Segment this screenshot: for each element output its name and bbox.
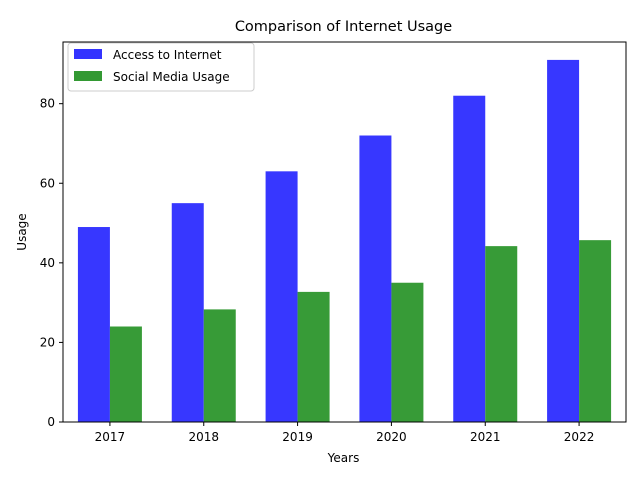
x-tick-label: 2017 [95, 430, 126, 444]
x-tick-label: 2022 [564, 430, 595, 444]
bar-social-media-usage-2020 [391, 282, 424, 422]
chart-title: Comparison of Internet Usage [235, 19, 452, 35]
x-axis-label: Years [327, 451, 360, 465]
x-tick-label: 2021 [470, 430, 501, 444]
y-tick-label: 60 [40, 176, 55, 190]
bar-access-to-internet-2021 [453, 95, 486, 422]
plot-frame [62, 41, 627, 423]
y-tick-label: 40 [40, 256, 55, 270]
y-axis-label: Usage [15, 213, 29, 250]
legend-swatch [74, 71, 102, 81]
legend-box [67, 42, 255, 92]
bar-access-to-internet-2022 [547, 59, 580, 422]
x-tick-label: 2018 [188, 430, 219, 444]
legend-label: Social Media Usage [113, 70, 230, 84]
bar-social-media-usage-2017 [109, 326, 142, 422]
bar-social-media-usage-2018 [203, 309, 236, 422]
bar-social-media-usage-2021 [485, 246, 518, 422]
axes-layer: 2017 2018 2019 2020 2021 2022 0 20 40 60 80 [40, 41, 627, 444]
legend: Access to Internet Social Media Usage [67, 42, 255, 92]
legend-swatch [74, 49, 102, 59]
y-tick-label: 80 [40, 97, 55, 111]
x-tick-label: 2020 [376, 430, 407, 444]
y-tick-label: 0 [47, 415, 55, 429]
bars-layer [77, 59, 612, 422]
bar-access-to-internet-2017 [77, 227, 110, 422]
bar-social-media-usage-2022 [579, 240, 612, 422]
y-tick-label: 20 [40, 335, 55, 349]
x-tick-label: 2019 [282, 430, 313, 444]
bar-access-to-internet-2020 [359, 135, 392, 422]
legend-label: Access to Internet [113, 48, 222, 62]
bar-social-media-usage-2019 [297, 291, 330, 422]
bar-access-to-internet-2018 [171, 203, 204, 422]
bar-access-to-internet-2019 [265, 171, 298, 422]
